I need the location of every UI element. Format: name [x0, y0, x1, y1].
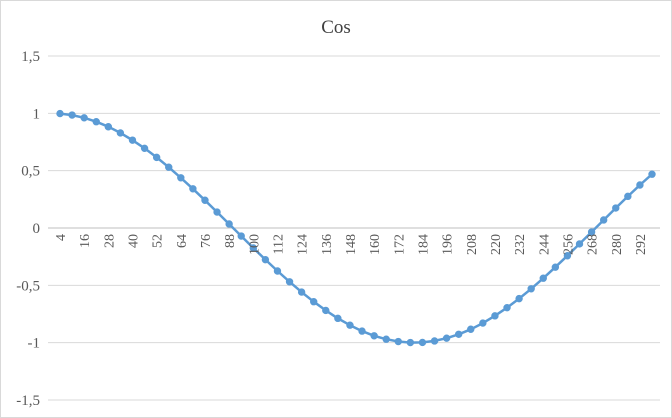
x-tick-label: 196 — [441, 234, 456, 255]
data-point — [648, 170, 656, 178]
x-tick-label: 4 — [54, 234, 69, 241]
data-point — [104, 123, 113, 131]
data-point — [80, 114, 88, 122]
y-tick-label: 0 — [33, 221, 41, 237]
chart-title: Cos — [321, 17, 351, 38]
data-point — [346, 321, 354, 329]
data-point — [394, 337, 402, 346]
data-point — [406, 338, 415, 347]
data-point — [189, 185, 197, 193]
data-point — [551, 263, 560, 271]
data-point — [297, 288, 306, 296]
y-tick-label: 0,5 — [21, 164, 40, 180]
data-point — [527, 285, 535, 293]
data-point — [575, 240, 584, 248]
y-tick-label: 1,5 — [21, 49, 40, 65]
data-point — [273, 267, 282, 275]
x-tick-label: 40 — [126, 234, 141, 248]
data-point — [140, 144, 149, 153]
data-point — [128, 136, 137, 144]
x-tick-label: 184 — [416, 234, 431, 255]
x-tick-label: 112 — [271, 234, 286, 254]
x-tick-label: 220 — [489, 234, 504, 255]
gridlines — [48, 55, 660, 401]
data-point — [491, 312, 499, 320]
x-tick-label: 136 — [320, 234, 335, 255]
x-tick-label: 28 — [102, 234, 117, 248]
x-tick-label: 292 — [634, 234, 649, 255]
x-tick-label: 232 — [513, 234, 528, 255]
data-point — [116, 129, 125, 137]
data-point — [285, 278, 294, 286]
y-tick-label: -1,5 — [16, 393, 40, 409]
data-point — [225, 220, 233, 228]
data-point — [636, 181, 644, 189]
data-point — [539, 274, 547, 282]
x-tick-label: 160 — [368, 234, 383, 255]
data-point — [587, 228, 596, 236]
data-point — [177, 174, 185, 182]
data-point — [213, 208, 221, 216]
y-tick-label: -1 — [28, 336, 41, 352]
data-point — [599, 216, 608, 224]
data-point — [165, 163, 173, 171]
x-tick-label: 52 — [151, 234, 166, 248]
data-point — [479, 319, 487, 327]
x-tick-label: 76 — [199, 234, 214, 248]
data-point — [261, 255, 270, 264]
x-tick-label: 268 — [586, 234, 601, 255]
data-point — [612, 204, 620, 212]
x-tick-label: 208 — [465, 234, 480, 255]
data-point — [68, 111, 76, 119]
data-point — [310, 298, 318, 306]
data-point — [382, 335, 390, 343]
cos-series — [56, 109, 656, 347]
x-tick-label: 64 — [175, 234, 190, 248]
x-tick-label: 256 — [561, 234, 576, 255]
data-point — [454, 330, 463, 338]
y-tick-label: -0,5 — [16, 278, 40, 294]
data-point — [152, 153, 161, 162]
x-axis-tick-labels: 4 16 28 40 52 64 76 88 100 112 124 136 148 160 172 184 1… — [54, 234, 649, 255]
data-point — [56, 109, 64, 118]
x-tick-label: 148 — [344, 234, 359, 255]
x-tick-label: 16 — [78, 234, 93, 248]
data-point — [503, 303, 511, 312]
x-tick-label: 172 — [392, 234, 407, 255]
x-tick-label: 100 — [247, 234, 262, 255]
data-point — [515, 294, 523, 303]
data-point — [430, 337, 439, 345]
data-point — [249, 244, 258, 252]
y-tick-label: 1 — [33, 106, 41, 122]
x-tick-label: 88 — [223, 234, 238, 248]
y-axis-tick-labels: -1,5 -1 -0,5 0 0,5 1 1,5 — [16, 49, 40, 409]
data-point — [418, 338, 427, 347]
x-tick-label: 280 — [610, 234, 625, 255]
x-tick-label: 124 — [296, 234, 311, 255]
data-point — [563, 252, 572, 260]
data-point — [442, 334, 451, 342]
data-point — [201, 196, 209, 204]
data-point — [237, 232, 245, 240]
data-point — [322, 306, 330, 315]
data-point — [467, 325, 475, 333]
data-point — [334, 314, 342, 323]
data-point — [370, 332, 378, 340]
data-point — [92, 118, 100, 126]
data-point — [358, 327, 366, 335]
data-point — [624, 192, 632, 201]
x-tick-label: 244 — [537, 234, 552, 255]
